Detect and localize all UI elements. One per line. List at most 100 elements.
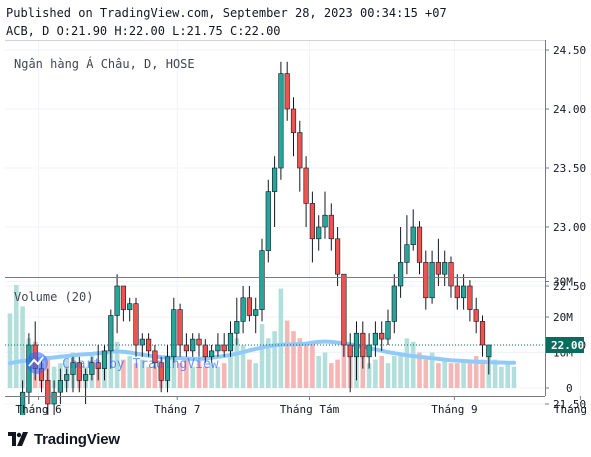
candle-body xyxy=(120,285,126,310)
volume-bar xyxy=(234,338,240,388)
volume-bar xyxy=(404,338,410,388)
candle-body xyxy=(391,285,397,322)
volume-bar xyxy=(467,363,473,388)
tradingview-watermark[interactable]: Chart by TradingView xyxy=(26,352,219,374)
candle xyxy=(95,345,101,381)
candle xyxy=(297,120,303,192)
volume-bar xyxy=(20,306,25,388)
candle-body xyxy=(404,244,410,263)
volume-axis[interactable]: 30M20M10M0 xyxy=(545,276,573,396)
candle-body xyxy=(83,374,89,381)
candle-body xyxy=(309,203,316,240)
last-price-tag xyxy=(546,337,584,353)
candle-body xyxy=(347,344,353,358)
candle-body xyxy=(366,344,372,358)
chart-canvas[interactable]: 24.5024.0023.5023.0022.5022.0021.5021.00… xyxy=(0,0,591,415)
volume-bar xyxy=(209,363,214,388)
watermark-chart-glyph xyxy=(28,356,44,367)
symbol-legend[interactable]: Ngân hàng Á Châu, D, HOSE xyxy=(14,56,195,71)
candle xyxy=(202,339,208,363)
candle-body xyxy=(240,297,246,322)
candle-body xyxy=(221,344,227,352)
candle-body xyxy=(328,214,334,240)
volume-bar xyxy=(436,363,441,388)
candlestick-series xyxy=(19,61,492,415)
volume-bar xyxy=(373,359,378,388)
volume-bar xyxy=(461,359,466,388)
candle-body xyxy=(322,214,328,228)
candle-body xyxy=(397,262,404,287)
candle-body xyxy=(171,309,177,358)
candle-body xyxy=(19,391,26,415)
candle xyxy=(416,221,423,275)
price-tick-label: 24.00 xyxy=(553,103,586,116)
volume-bar xyxy=(14,285,19,388)
candle xyxy=(271,156,278,227)
candle-body xyxy=(133,303,139,346)
candle-body xyxy=(114,285,120,316)
candle-body xyxy=(278,73,284,169)
price-tick-label: 24.50 xyxy=(553,44,586,57)
candle xyxy=(473,297,479,334)
candle-body xyxy=(45,380,51,405)
volume-bar xyxy=(392,356,397,388)
volume-bar xyxy=(284,320,290,388)
volume-bar xyxy=(184,359,189,388)
candle-body xyxy=(259,250,265,310)
candle-body xyxy=(152,350,158,363)
volume-bar xyxy=(417,352,422,388)
price-tick-label: 23.50 xyxy=(553,162,586,175)
candle xyxy=(341,273,347,357)
candle xyxy=(89,356,95,381)
volume-bar xyxy=(455,363,460,388)
candle-body xyxy=(473,309,479,322)
candle-body xyxy=(448,262,454,287)
candle-body xyxy=(460,285,467,299)
volume-bar xyxy=(190,366,195,388)
candle xyxy=(171,297,177,363)
candle xyxy=(442,250,448,286)
price-tick-label: 23.00 xyxy=(553,221,586,234)
volume-bar xyxy=(322,352,328,388)
candle-body xyxy=(57,380,63,393)
volume-legend[interactable]: Volume (20) xyxy=(14,290,93,304)
candle xyxy=(278,61,284,180)
volume-bar xyxy=(140,359,145,388)
time-axis[interactable]: Tháng 6 Tháng 7 Tháng Tám Tháng 9 Tháng 10 xyxy=(15,396,591,415)
tradingview-brand[interactable]: TradingView xyxy=(8,430,120,448)
candle xyxy=(139,333,145,357)
candle-body xyxy=(454,285,460,299)
time-tick-label: Tháng 7 xyxy=(154,403,200,415)
candle xyxy=(290,97,297,157)
volume-bar xyxy=(7,313,13,388)
candle-body xyxy=(303,167,309,204)
candle xyxy=(215,333,221,357)
volume-bar xyxy=(448,363,454,388)
published-caption: Published on TradingView.com, September … xyxy=(6,6,447,20)
candle xyxy=(316,215,322,251)
candle xyxy=(435,238,442,286)
candle-body xyxy=(410,226,416,246)
candle-body xyxy=(467,285,473,310)
price-tick-label: 22.50 xyxy=(553,280,586,293)
candle-body xyxy=(372,332,379,346)
candle xyxy=(76,356,82,393)
volume-bar xyxy=(385,363,391,388)
candle xyxy=(127,297,133,322)
volume-bar xyxy=(259,324,265,388)
candle-body xyxy=(271,167,278,192)
price-tick-label: 21.50 xyxy=(553,398,586,411)
candle-body xyxy=(297,132,303,169)
candle xyxy=(397,227,404,298)
candle xyxy=(467,280,473,322)
candle xyxy=(152,345,158,369)
volume-bar xyxy=(505,363,510,388)
volume-bar xyxy=(240,345,246,388)
volume-bar xyxy=(335,359,340,388)
candle xyxy=(19,380,26,415)
candle-body xyxy=(51,391,57,405)
candle-body xyxy=(158,362,164,381)
time-tick-label: Tháng 9 xyxy=(431,403,477,415)
candle xyxy=(334,227,341,286)
candle-body xyxy=(234,321,240,334)
